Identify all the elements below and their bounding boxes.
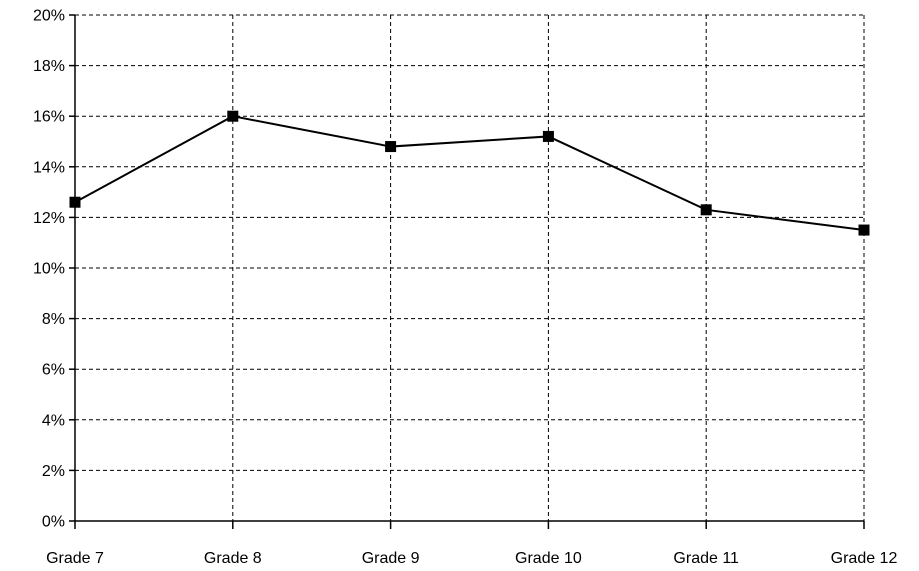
- data-point-marker: [700, 204, 712, 216]
- x-tick-label: Grade 9: [362, 550, 420, 567]
- y-tick-label: 0%: [42, 514, 65, 531]
- x-tick-label: Grade 10: [515, 550, 582, 567]
- grid: [75, 14, 865, 521]
- y-tick-label: 6%: [42, 362, 65, 379]
- x-tick-labels: Grade 7 Grade 8 Grade 9 Grade 10 Grade 11 Gra…: [46, 521, 897, 567]
- y-tick-label: 4%: [42, 412, 65, 429]
- y-tick-label: 8%: [42, 311, 65, 328]
- y-tick-label: 16%: [33, 109, 65, 126]
- data-point-marker: [858, 224, 870, 236]
- data-point-marker: [69, 196, 81, 208]
- data-point-marker: [227, 110, 239, 122]
- y-tick-label: 20%: [33, 8, 65, 25]
- data-point-marker: [542, 130, 554, 142]
- y-tick-label: 14%: [33, 159, 65, 176]
- y-tick-labels: 0% 2% 4% 6% 8% 10% 12% 14% 16% 18% 20%: [33, 8, 75, 531]
- y-tick-label: 12%: [33, 210, 65, 227]
- x-tick-label: Grade 8: [204, 550, 262, 567]
- x-tick-label: Grade 11: [673, 550, 739, 567]
- x-tick-label: Grade 7: [46, 550, 104, 567]
- data-point-marker: [385, 141, 397, 153]
- x-tick-label: Grade 12: [831, 550, 898, 567]
- series: [69, 110, 870, 236]
- y-tick-label: 2%: [42, 463, 65, 480]
- y-tick-label: 10%: [33, 261, 65, 278]
- y-tick-label: 18%: [33, 58, 65, 75]
- series-line: [74, 115, 865, 232]
